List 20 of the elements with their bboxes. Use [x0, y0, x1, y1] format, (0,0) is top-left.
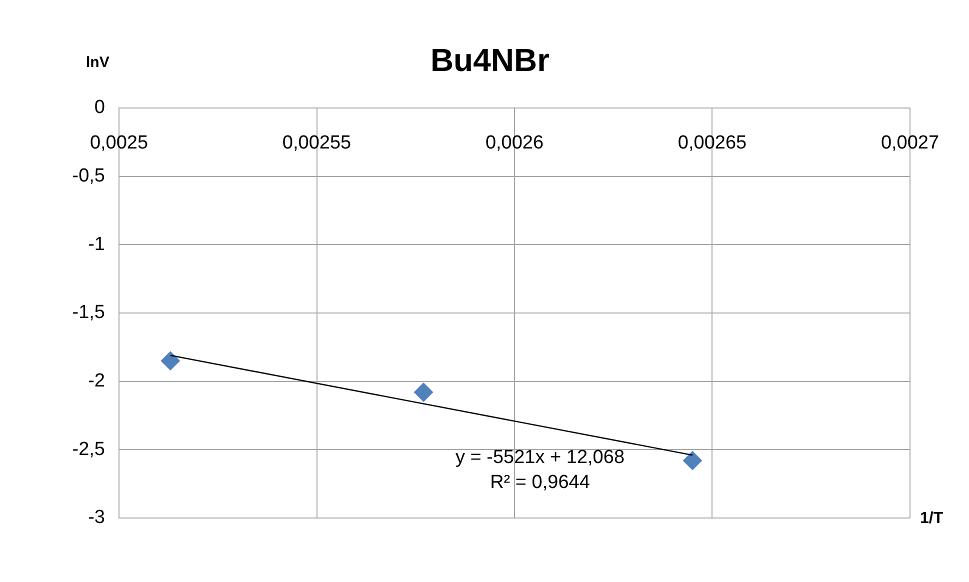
y-axis-title: lnV — [86, 54, 110, 71]
chart-title: Bu4NBr — [430, 42, 550, 79]
point — [414, 382, 434, 402]
y-tick-label: -2 — [88, 370, 105, 392]
y-tick-label: -3 — [88, 507, 105, 528]
x-tick-label: 0,00255 — [282, 132, 352, 154]
y-tick-label: -1,5 — [72, 302, 105, 324]
annotation: R² = 0,9644 — [490, 472, 590, 494]
point — [682, 451, 702, 470]
x-tick-label: 0,00265 — [678, 132, 747, 154]
x-tick-label: 0,0025 — [90, 132, 148, 154]
y-tick-label: -0,5 — [72, 166, 105, 187]
x-axis-title: 1/T — [920, 510, 944, 528]
point — [160, 351, 180, 370]
annotation: y = -5521x + 12,068 — [455, 447, 625, 469]
y-tick-label: -2,5 — [72, 438, 105, 460]
y-tick-label: 0 — [94, 97, 105, 118]
x-tick-label: 0,0027 — [880, 132, 940, 154]
x-tick-label: 0,0026 — [485, 132, 544, 154]
y-tick-label: -1 — [88, 234, 105, 255]
